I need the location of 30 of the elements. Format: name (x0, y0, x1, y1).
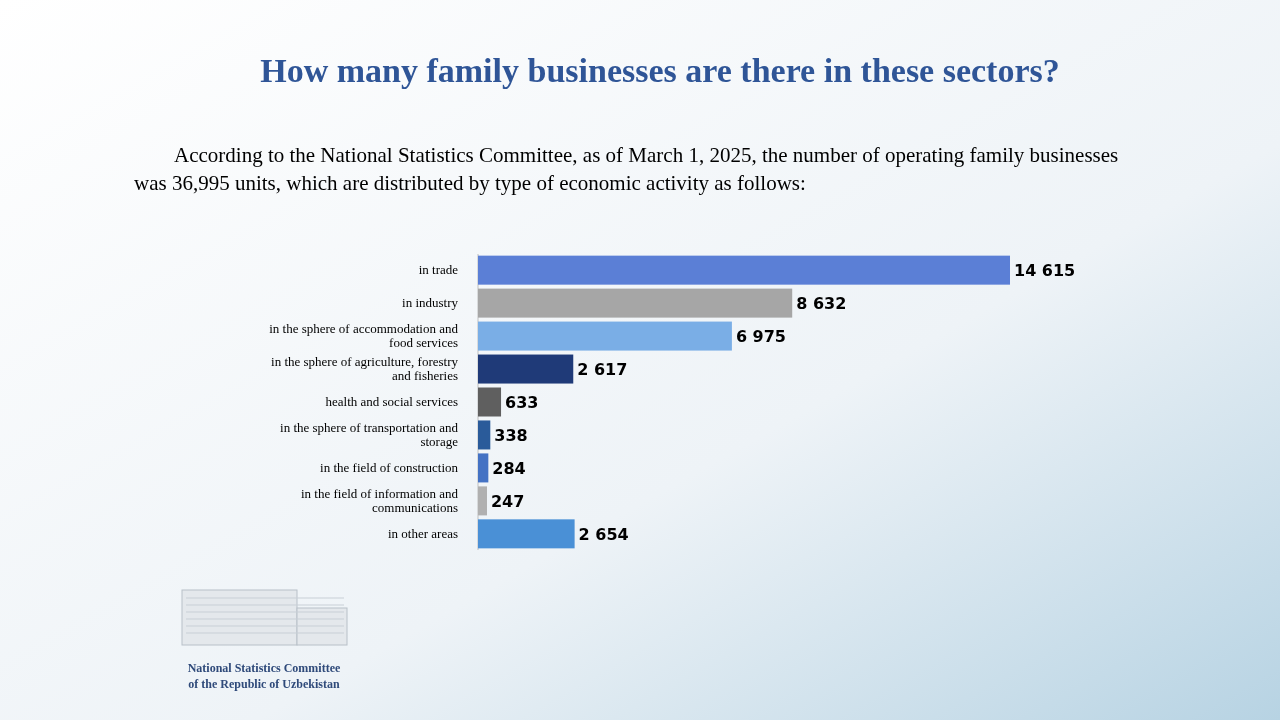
y-tick-label: in the field of information and communications (300, 485, 459, 515)
bar (478, 288, 793, 318)
bar (478, 420, 491, 450)
y-tick-label: in trade (418, 262, 459, 278)
bar (478, 486, 487, 516)
text: National Statistics Committee of the Republic of Uzbekistan (187, 661, 341, 691)
data-label: 2 617 (577, 360, 628, 380)
y-tick-label: in the sphere of transportation and storage (280, 419, 459, 449)
bar (478, 453, 489, 483)
data-label: 2 654 (578, 524, 629, 544)
data-label: 338 (494, 425, 528, 445)
chart-subtitle: According to the National Statistics Committee, as of March 1, 2025, the number of operating family businesses was 36,995 units, which are distributed by type of economic activity as follows: (134, 143, 1119, 195)
y-tick-label: in the sphere of agriculture, forestry and fisheries (271, 354, 459, 384)
chart-title: How many family businesses are there in these sectors? (260, 52, 1060, 89)
bar (478, 354, 574, 384)
bar (478, 255, 1010, 285)
y-tick-label: in industry (402, 295, 459, 311)
bar (478, 387, 502, 417)
data-label: 247 (490, 491, 525, 511)
y-tick-label: in the field of construction (320, 459, 459, 475)
y-tick-label: health and social services (325, 394, 458, 409)
data-label: 8 632 (796, 294, 847, 314)
data-label: 633 (505, 393, 539, 412)
data-label: 14 615 (1014, 261, 1076, 281)
bar (478, 321, 732, 351)
data-label: 6 975 (735, 327, 787, 347)
data-label: 284 (492, 458, 526, 478)
y-tick-label: in the sphere of accommodation and food services (269, 321, 459, 351)
y-tick-label: in other areas (387, 525, 458, 541)
bar (478, 519, 575, 549)
